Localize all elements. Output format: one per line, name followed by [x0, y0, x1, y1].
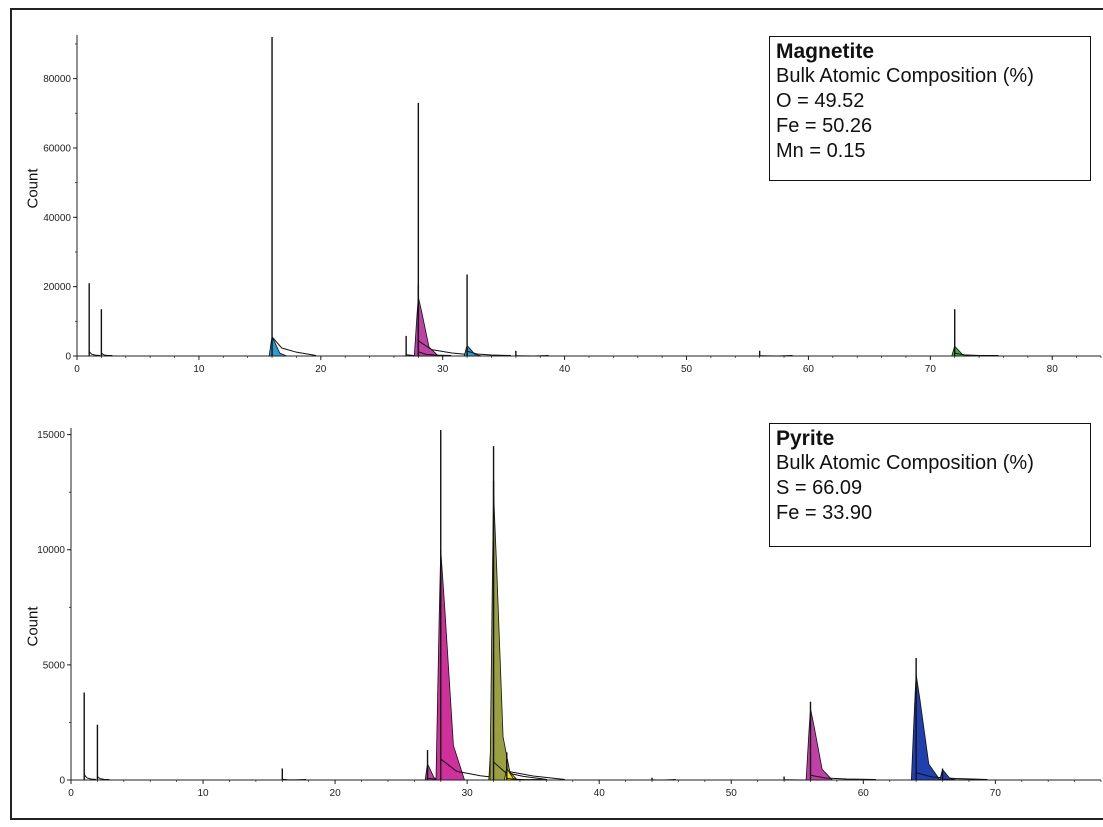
peak-tail	[810, 774, 876, 780]
x-tick-label: 20	[330, 788, 342, 799]
y-tick-label: 0	[65, 352, 71, 363]
x-tick-label: 10	[193, 364, 205, 375]
x-tick-label: 40	[594, 788, 606, 799]
x-tick-label: 60	[858, 788, 870, 799]
legend-line-fe: Fe = 50.26	[776, 115, 873, 137]
peak-fill	[463, 344, 482, 357]
x-tick-label: 80	[1047, 364, 1059, 375]
pyrite-spectrum-chart: 0 5000 10000 15000 0 10 20 30 40 50 60 70	[37, 428, 1102, 799]
y-tick-label: 40000	[43, 213, 71, 224]
x-tick-label: 30	[462, 788, 474, 799]
peak-tail	[271, 336, 317, 356]
legend-line-mn: Mn = 0.15	[776, 140, 866, 162]
peak-tail	[88, 351, 101, 356]
y-tick-label: 60000	[43, 143, 71, 154]
peak-tail	[466, 350, 511, 356]
pyrite-panel: Count 0 5000 10000 15000 0 10 20 30 40 50 60 70 Pyr…	[0, 415, 1103, 820]
peak-tail	[506, 777, 543, 781]
x-tick-label: 70	[990, 788, 1002, 799]
peak-tail	[942, 778, 985, 781]
peak-tail	[493, 761, 548, 780]
peak-tail	[418, 351, 452, 356]
peak-tail	[101, 352, 113, 356]
x-tick-label: 10	[197, 788, 209, 799]
magnetite-panel: Count 0 20000 40000 60000 80000 0 10 20 30 40 50 60…	[25, 35, 1102, 375]
peak-tail	[282, 778, 307, 781]
x-tick-label: 50	[681, 364, 693, 375]
peak-tail	[83, 774, 97, 780]
x-tick-label: 70	[925, 364, 937, 375]
x-tick-label: 60	[803, 364, 815, 375]
peak-fill	[268, 335, 287, 357]
pyrite-legend: Pyrite Bulk Atomic Composition (%) S = 6…	[769, 423, 1091, 547]
x-tick-label: 40	[559, 364, 571, 375]
legend-subtitle: Bulk Atomic Composition (%)	[776, 452, 1034, 474]
peak-fill	[435, 549, 466, 781]
legend-subtitle: Bulk Atomic Composition (%)	[776, 65, 1034, 87]
y-tick-label: 15000	[37, 430, 65, 441]
y-tick-label: 10000	[37, 545, 65, 556]
y-tick-label: 5000	[43, 660, 66, 671]
magnetite-spectrum-chart: 0 20000 40000 60000 80000 0 10 20 30 40 50 60 70 80	[43, 35, 1102, 375]
x-tick-label: 0	[68, 788, 74, 799]
y-tick-label: 0	[59, 776, 65, 787]
x-tick-label: 20	[315, 364, 327, 375]
legend-title: Pyrite	[776, 427, 835, 450]
peak-fill	[805, 708, 834, 781]
x-tick-label: 30	[437, 364, 449, 375]
y-tick-label: 80000	[43, 74, 71, 85]
peak-tail	[954, 352, 999, 356]
legend-line-o: O = 49.52	[776, 90, 865, 112]
peak-fill	[503, 767, 519, 781]
legend-line-fe: Fe = 33.90	[776, 502, 873, 524]
x-tick-label: 0	[74, 364, 80, 375]
peak-fill	[413, 296, 440, 357]
y-tick-label: 20000	[43, 282, 71, 293]
legend-line-s: S = 66.09	[776, 477, 863, 499]
magnetite-legend: Magnetite Bulk Atomic Composition (%) O …	[769, 36, 1091, 181]
legend-title: Magnetite	[776, 40, 875, 63]
peak-tail	[97, 776, 110, 780]
x-tick-label: 50	[726, 788, 738, 799]
